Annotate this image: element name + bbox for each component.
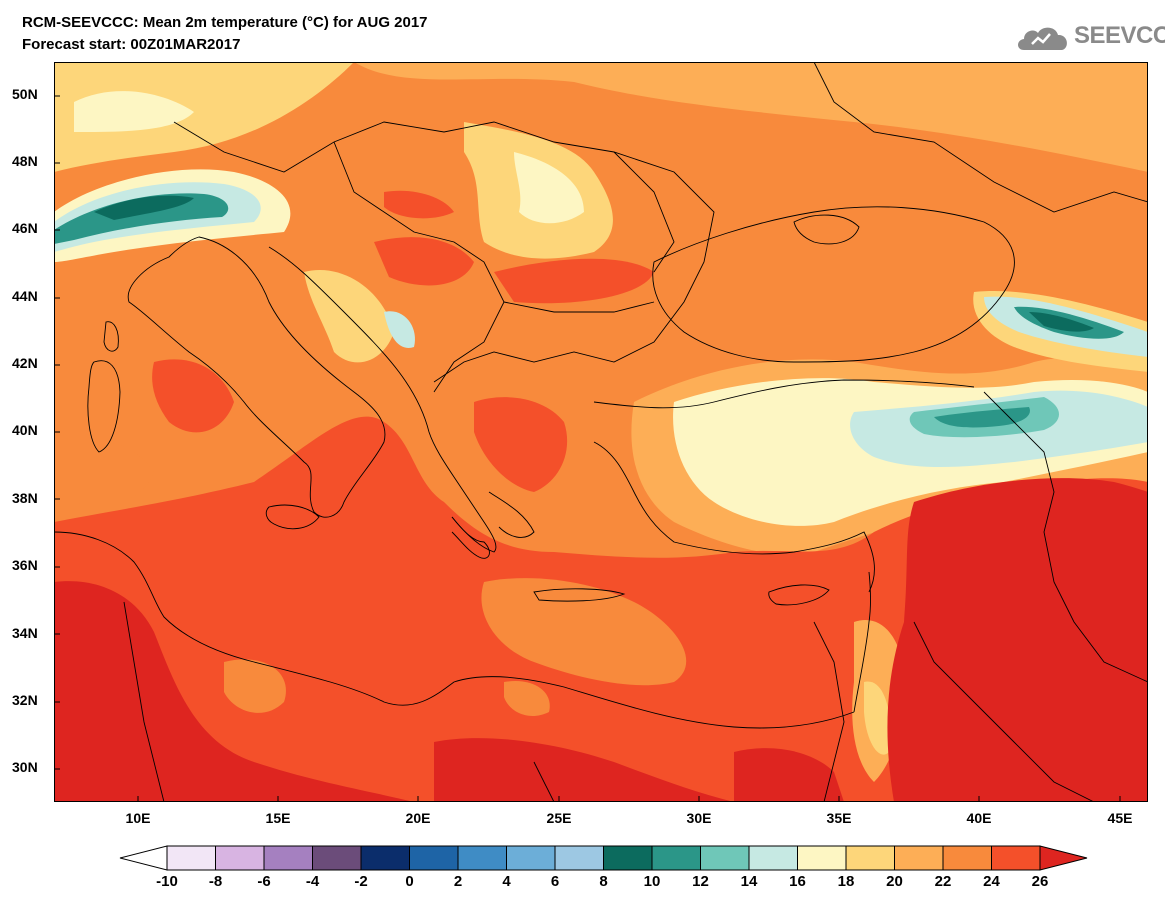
colorbar-cell (942, 845, 992, 871)
lon-label: 35E (826, 810, 852, 826)
colorbar-cell (603, 845, 653, 871)
cloud-icon (1018, 27, 1067, 50)
colorbar-cell (215, 845, 265, 871)
seevccc-logo: SEEVCCC (1016, 20, 1165, 60)
colorbar-tick-label: 4 (502, 873, 511, 890)
colorbar-cell (845, 845, 895, 871)
colorbar-tick-label: 18 (837, 873, 855, 890)
lon-label: 40E (966, 810, 992, 826)
lat-label: 34N (12, 625, 38, 641)
colorbar-cell (506, 845, 556, 871)
colorbar-cell (554, 845, 604, 871)
lat-label: 42N (12, 355, 38, 371)
logo-text: SEEVCCC (1074, 22, 1165, 49)
colorbar-tick-label: 14 (740, 873, 758, 890)
colorbar (119, 845, 1088, 871)
colorbar-tick-label: 16 (789, 873, 806, 890)
colorbar-tick-label: -6 (257, 873, 271, 890)
colorbar-tick-label: 0 (405, 873, 414, 890)
lat-label: 46N (12, 220, 38, 236)
colorbar-tick-label: 22 (934, 873, 952, 890)
lat-label: 44N (12, 288, 38, 304)
lon-label: 30E (686, 810, 712, 826)
temperature-map (54, 62, 1148, 802)
colorbar-tick-label: -4 (305, 873, 320, 890)
lat-label: 30N (12, 759, 38, 775)
colorbar-tick-label: 24 (983, 873, 1000, 890)
lon-label: 20E (405, 810, 431, 826)
colorbar-tick-label: 26 (1031, 873, 1049, 890)
colorbar-tick-label: -10 (156, 873, 178, 890)
colorbar-tick-label: 6 (550, 873, 560, 890)
colorbar-cell (651, 845, 701, 871)
colorbar-cell (360, 845, 410, 871)
forecast-start-label: Forecast start: 00Z01MAR2017 (22, 36, 241, 53)
colorbar-arrow-high (1039, 845, 1088, 871)
colorbar-cell (312, 845, 362, 871)
colorbar-cell (991, 845, 1041, 871)
lon-label: 25E (546, 810, 572, 826)
colorbar-cell (263, 845, 313, 871)
colorbar-tick-label: 12 (692, 873, 709, 890)
colorbar-cell (457, 845, 507, 871)
lat-label: 38N (12, 490, 38, 506)
colorbar-tick-label: 10 (643, 873, 661, 890)
colorbar-cell (894, 845, 944, 871)
colorbar-tick-label: 8 (599, 873, 608, 890)
colorbar-tick-label: -8 (208, 873, 223, 890)
map-canvas (54, 62, 1148, 802)
colorbar-tick-label: 2 (453, 873, 463, 890)
lat-label: 48N (12, 153, 38, 169)
colorbar-cell (409, 845, 459, 871)
colorbar-tick-label: -2 (354, 873, 368, 890)
lon-label: 10E (125, 810, 151, 826)
map-title: RCM-SEEVCCC: Mean 2m temperature (°C) fo… (22, 14, 428, 31)
lat-label: 50N (12, 86, 38, 102)
colorbar-cell (797, 845, 847, 871)
colorbar-cell (748, 845, 798, 871)
colorbar-cells (119, 845, 1088, 871)
colorbar-tick-label: 20 (886, 873, 903, 890)
lon-label: 45E (1107, 810, 1133, 826)
lon-label: 15E (265, 810, 291, 826)
lat-label: 36N (12, 557, 38, 573)
lat-label: 32N (12, 692, 38, 708)
colorbar-arrow-low (119, 845, 168, 871)
colorbar-cell (700, 845, 750, 871)
colorbar-cell (166, 845, 216, 871)
lat-label: 40N (12, 422, 38, 438)
